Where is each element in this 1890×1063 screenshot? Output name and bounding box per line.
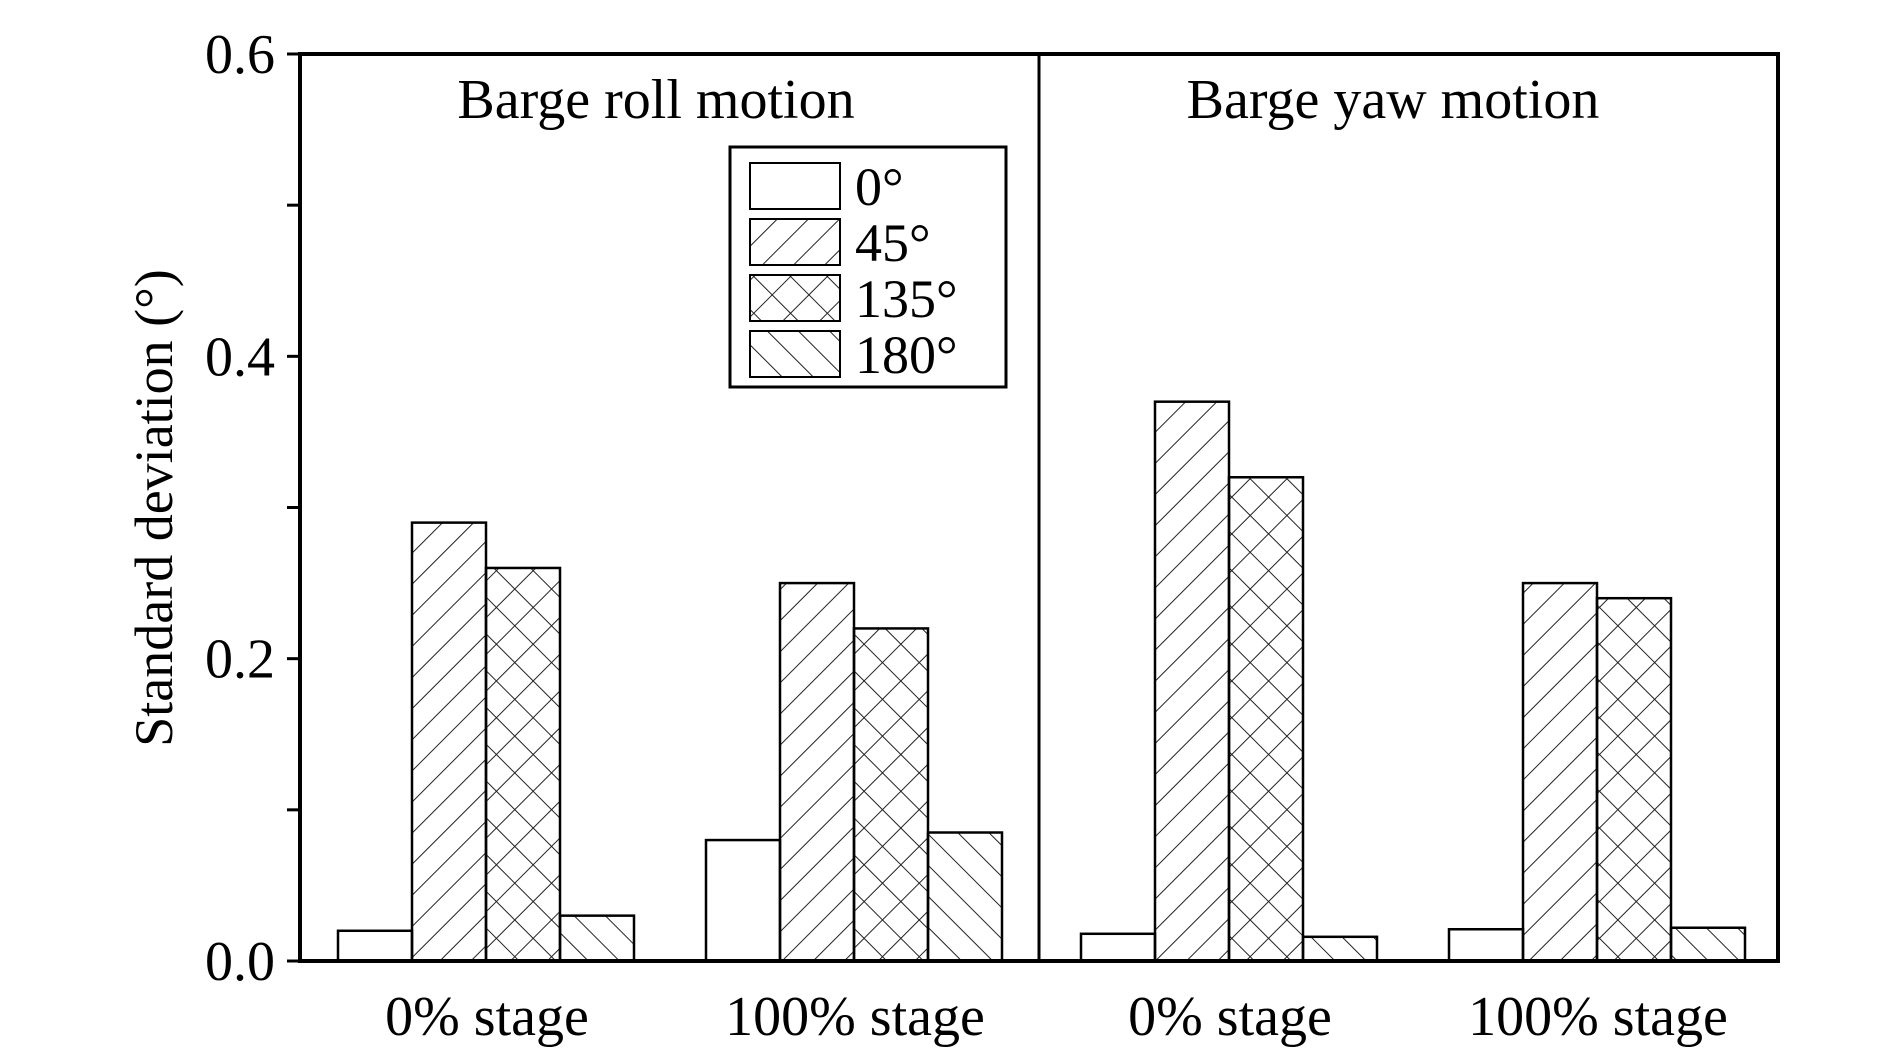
bar-roll-0-2	[484, 566, 562, 963]
bar-yaw-0-2	[1227, 476, 1305, 963]
legend-label-0: 0°	[855, 157, 904, 217]
legend-swatch-180	[749, 330, 841, 378]
bars-layer	[336, 400, 1747, 963]
y-tick-label: 0.0	[205, 931, 275, 993]
bar-roll-1-1	[778, 581, 856, 963]
bar-roll-0-1	[410, 521, 488, 963]
y-axis: 0.0 0.2 0.4 0.6	[205, 24, 300, 993]
bar-roll-0-0	[336, 929, 414, 963]
panel-title-roll: Barge roll motion	[457, 69, 854, 131]
bar-roll-1-0	[704, 838, 782, 963]
legend-swatch-135	[749, 274, 841, 322]
legend-swatch-45	[749, 218, 841, 266]
category-label-roll-0: 0% stage	[385, 986, 589, 1048]
legend-swatch-0	[749, 162, 841, 210]
bar-yaw-1-2	[1595, 596, 1673, 963]
bar-yaw-0-0	[1079, 932, 1157, 963]
legend: 0° 45° 135° 180°	[728, 145, 1008, 389]
y-tick-label: 0.2	[205, 629, 275, 691]
y-tick-label: 0.4	[205, 326, 275, 388]
legend-label-180: 180°	[855, 325, 958, 385]
panel-title-yaw: Barge yaw motion	[1187, 69, 1600, 131]
bar-roll-0-3	[558, 914, 636, 963]
legend-label-45: 45°	[855, 213, 931, 273]
legend-label-135: 135°	[855, 269, 958, 329]
y-axis-title: Standard deviation (°)	[124, 269, 184, 746]
bar-yaw-1-1	[1521, 581, 1599, 963]
category-label-yaw-100: 100% stage	[1468, 986, 1728, 1048]
y-tick-label: 0.6	[205, 24, 275, 86]
category-label-yaw-0: 0% stage	[1128, 986, 1332, 1048]
bar-yaw-0-3	[1301, 935, 1379, 963]
bar-roll-1-3	[926, 831, 1004, 963]
bar-yaw-0-1	[1153, 400, 1231, 963]
category-label-roll-100: 100% stage	[725, 986, 985, 1048]
bar-roll-1-2	[852, 627, 930, 963]
bar-yaw-1-3	[1669, 926, 1747, 963]
bar-yaw-1-0	[1447, 928, 1525, 963]
